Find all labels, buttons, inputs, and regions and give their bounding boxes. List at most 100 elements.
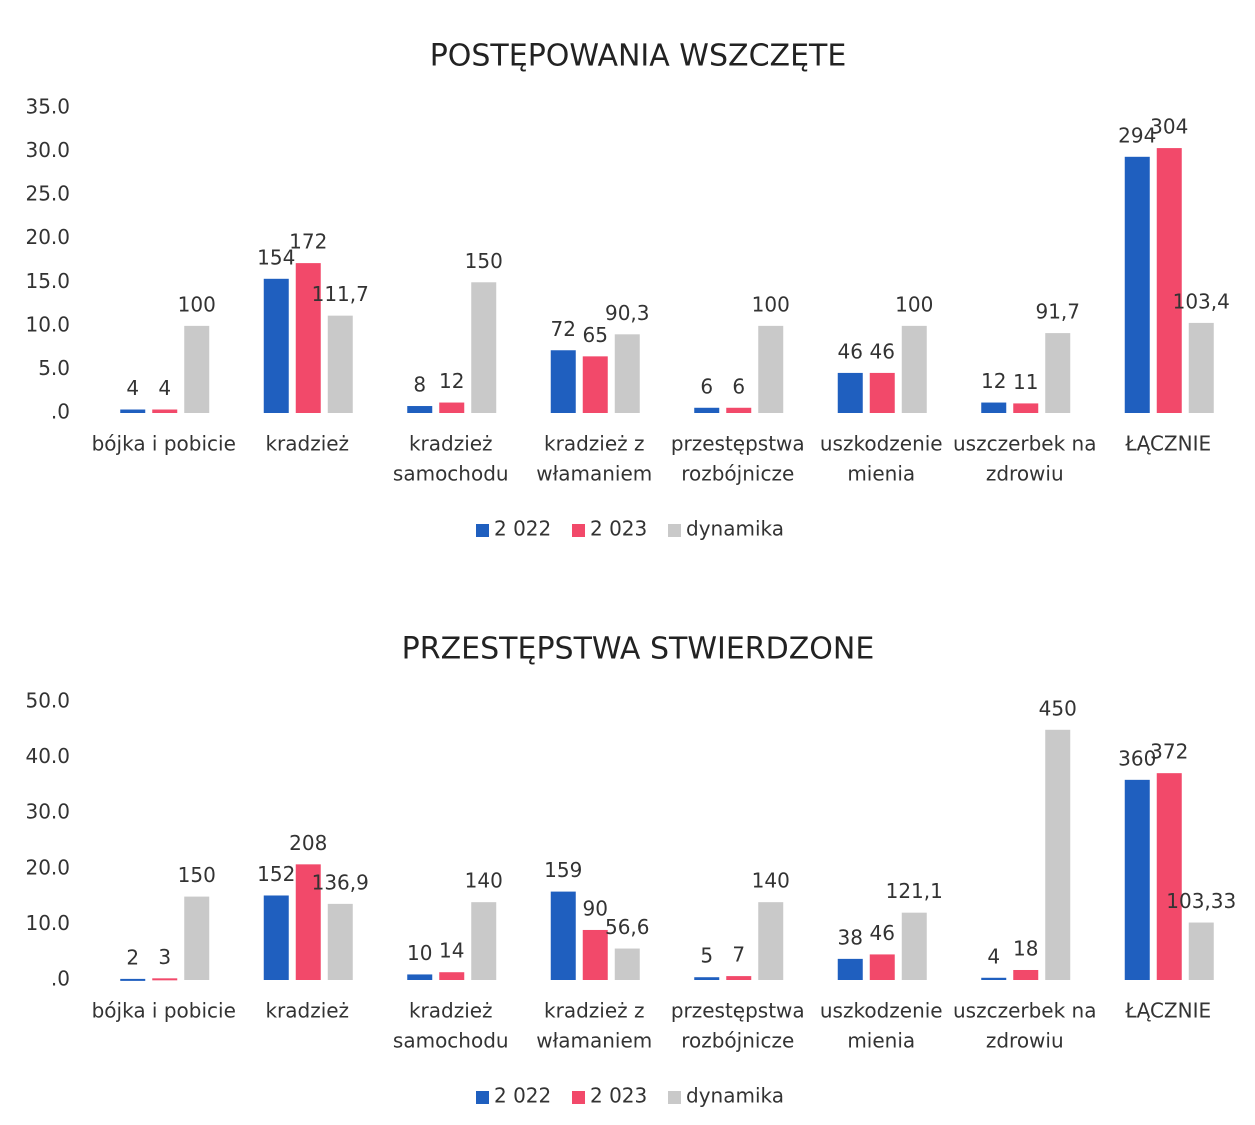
bar bbox=[407, 974, 433, 980]
bar bbox=[550, 350, 576, 413]
y-tick-label: 20.0 bbox=[25, 855, 70, 879]
x-tick-label: samochodu bbox=[393, 1029, 509, 1053]
data-label: 100 bbox=[178, 292, 216, 316]
data-label: 6 bbox=[700, 374, 713, 398]
bar bbox=[295, 864, 321, 980]
bar bbox=[758, 325, 784, 413]
data-label: 12 bbox=[981, 369, 1006, 393]
data-label: 154 bbox=[257, 245, 295, 269]
data-label: 4 bbox=[987, 944, 1000, 968]
bar bbox=[263, 895, 289, 980]
bar bbox=[184, 325, 210, 413]
x-tick-label: zdrowiu bbox=[986, 1029, 1064, 1053]
x-tick-label: rozbójnicze bbox=[681, 1029, 794, 1053]
data-label: 360 bbox=[1118, 746, 1156, 770]
data-label: 14 bbox=[439, 939, 464, 963]
x-tick-label: włamaniem bbox=[536, 462, 652, 486]
data-label: 111,7 bbox=[312, 282, 369, 306]
y-tick-label: .0 bbox=[51, 400, 70, 424]
bar bbox=[1045, 333, 1071, 413]
data-label: 72 bbox=[551, 317, 576, 341]
bar bbox=[407, 406, 433, 413]
x-tick-label: kradzież bbox=[265, 432, 349, 456]
y-tick-label: 30.0 bbox=[25, 800, 70, 824]
data-label: 100 bbox=[895, 292, 933, 316]
data-label: 294 bbox=[1118, 123, 1156, 147]
legend-label: dynamika bbox=[686, 1084, 784, 1108]
bar bbox=[981, 977, 1007, 980]
x-tick-label: kradzież z bbox=[544, 432, 644, 456]
x-tick-label: bójka i pobicie bbox=[92, 999, 236, 1023]
y-tick-label: 5.0 bbox=[38, 356, 70, 380]
bar bbox=[694, 977, 720, 980]
data-label: 90,3 bbox=[605, 301, 650, 325]
data-label: 150 bbox=[465, 249, 503, 273]
legend-label: 2 022 bbox=[494, 517, 551, 541]
y-tick-label: 10.0 bbox=[25, 911, 70, 935]
data-label: 208 bbox=[289, 831, 327, 855]
x-tick-label: kradzież bbox=[409, 999, 493, 1023]
bar bbox=[471, 282, 497, 413]
legend-label: 2 023 bbox=[590, 517, 647, 541]
bar bbox=[694, 407, 720, 413]
data-label: 12 bbox=[439, 369, 464, 393]
legend-swatch bbox=[476, 524, 489, 537]
x-tick-label: ŁĄCZNIE bbox=[1124, 432, 1211, 456]
x-tick-label: mienia bbox=[847, 462, 915, 486]
bar bbox=[327, 903, 353, 980]
bar bbox=[263, 278, 289, 413]
x-tick-label: samochodu bbox=[393, 462, 509, 486]
legend-swatch bbox=[476, 1091, 489, 1104]
data-label: 150 bbox=[178, 863, 216, 887]
data-label: 91,7 bbox=[1035, 300, 1080, 324]
x-tick-label: przestępstwa bbox=[671, 432, 805, 456]
data-label: 140 bbox=[465, 869, 503, 893]
data-label: 304 bbox=[1150, 115, 1188, 139]
y-tick-label: 30.0 bbox=[25, 138, 70, 162]
bar bbox=[295, 263, 321, 413]
data-label: 4 bbox=[126, 376, 139, 400]
y-tick-label: 40.0 bbox=[25, 744, 70, 768]
chart-title: PRZESTĘPSTWA STWIERDZONE bbox=[402, 632, 875, 667]
data-label: 10 bbox=[407, 941, 432, 965]
bar bbox=[327, 315, 353, 413]
bar bbox=[614, 948, 640, 980]
legend-label: 2 023 bbox=[590, 1084, 647, 1108]
data-label: 4 bbox=[158, 376, 171, 400]
bar bbox=[471, 902, 497, 980]
legend-swatch bbox=[668, 524, 681, 537]
x-tick-label: bójka i pobicie bbox=[92, 432, 236, 456]
y-tick-label: .0 bbox=[51, 967, 70, 991]
bar bbox=[1156, 773, 1182, 980]
bar bbox=[726, 976, 752, 980]
bar bbox=[582, 929, 608, 980]
data-label: 140 bbox=[752, 869, 790, 893]
data-label: 159 bbox=[544, 858, 582, 882]
y-tick-label: 20.0 bbox=[25, 225, 70, 249]
x-tick-label: mienia bbox=[847, 1029, 915, 1053]
bar bbox=[726, 407, 752, 413]
data-label: 100 bbox=[752, 292, 790, 316]
data-label: 90 bbox=[583, 896, 608, 920]
y-tick-label: 10.0 bbox=[25, 312, 70, 336]
bar bbox=[614, 334, 640, 413]
y-tick-label: 50.0 bbox=[25, 689, 70, 713]
x-tick-label: włamaniem bbox=[536, 1029, 652, 1053]
data-label: 450 bbox=[1039, 696, 1077, 720]
data-label: 65 bbox=[583, 323, 608, 347]
legend-label: 2 022 bbox=[494, 1084, 551, 1108]
x-tick-label: rozbójnicze bbox=[681, 462, 794, 486]
data-label: 5 bbox=[700, 944, 713, 968]
bar bbox=[901, 912, 927, 980]
data-label: 372 bbox=[1150, 740, 1188, 764]
bar bbox=[1013, 403, 1039, 413]
x-tick-label: uszkodzenie bbox=[820, 999, 943, 1023]
data-label: 121,1 bbox=[886, 879, 943, 903]
data-label: 2 bbox=[126, 945, 139, 969]
x-tick-label: zdrowiu bbox=[986, 462, 1064, 486]
x-tick-label: kradzież bbox=[265, 999, 349, 1023]
data-label: 18 bbox=[1013, 936, 1038, 960]
data-label: 8 bbox=[413, 373, 426, 397]
y-tick-label: 15.0 bbox=[25, 269, 70, 293]
